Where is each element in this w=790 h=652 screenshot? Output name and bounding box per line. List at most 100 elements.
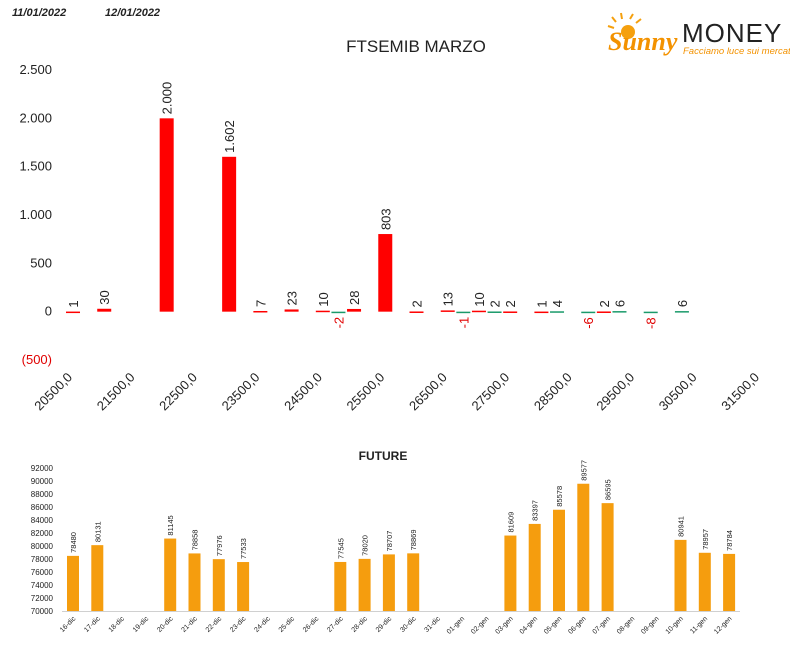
data-label: 78957	[701, 529, 710, 550]
data-label: 83397	[531, 500, 540, 521]
x-tick-label: 27500,0	[468, 370, 512, 414]
bar	[382, 554, 395, 611]
data-label: 13	[441, 292, 456, 306]
bar	[577, 483, 590, 611]
data-label: 1	[66, 300, 81, 307]
data-label: 85578	[555, 486, 564, 507]
data-label: 6	[612, 300, 627, 307]
x-tick-label: 08-gen	[616, 615, 636, 635]
y-tick-label: 90000	[31, 477, 54, 486]
bar	[503, 311, 518, 313]
y-tick-label: 1.000	[19, 207, 52, 222]
x-tick-label: 23500,0	[219, 370, 263, 414]
bar	[358, 558, 371, 611]
bar	[222, 156, 237, 312]
x-tick-label: 29-dic	[375, 615, 394, 634]
x-tick-label: 12-gen	[713, 615, 733, 635]
y-tick-label: 2.000	[19, 110, 52, 125]
data-label: 10	[316, 292, 331, 306]
bar	[723, 553, 736, 611]
x-tick-label: 23-dic	[229, 615, 248, 634]
bar	[97, 308, 112, 312]
data-label: 81609	[506, 512, 515, 533]
y-tick-label: 82000	[31, 529, 54, 538]
bar	[596, 311, 611, 313]
bar	[253, 310, 268, 313]
data-label: 77976	[215, 535, 224, 556]
data-label: 2.000	[160, 82, 175, 115]
chart-title: FTSEMIB MARZO	[346, 37, 486, 56]
bar	[409, 311, 424, 313]
logo-tagline: Facciamo luce sui mercati	[683, 46, 790, 57]
bar	[643, 311, 658, 314]
bar	[159, 118, 174, 312]
bar	[315, 310, 330, 313]
bar	[378, 234, 393, 312]
data-label: 78707	[385, 531, 394, 552]
bar	[67, 555, 79, 611]
y-tick-label: 0	[45, 304, 52, 319]
y-tick-label: 70000	[31, 607, 54, 616]
y-tick-label: 1.500	[19, 159, 52, 174]
x-tick-label: 01-gen	[446, 615, 466, 635]
bar	[334, 561, 347, 611]
y-tick-label: 92000	[31, 464, 54, 473]
data-label: 4	[550, 300, 565, 307]
data-label: 78784	[725, 530, 734, 551]
data-label: 77545	[336, 538, 345, 559]
logo: Sunny MONEY Facciamo luce sui mercati	[607, 12, 790, 57]
x-tick-label: 22-dic	[205, 615, 224, 634]
x-tick-label: 28-dic	[351, 615, 370, 634]
x-tick-label: 04-gen	[519, 615, 539, 635]
x-tick-label: 11-gen	[689, 615, 709, 635]
data-label: 2	[597, 300, 612, 307]
x-tick-label: 24500,0	[281, 370, 325, 414]
x-tick-label: 30500,0	[656, 370, 700, 414]
x-tick-label: 05-gen	[543, 615, 563, 635]
data-label: 1.602	[222, 120, 237, 153]
bar	[188, 553, 201, 611]
x-tick-label: 20500,0	[31, 370, 75, 414]
x-tick-label: 27-dic	[326, 615, 345, 634]
x-tick-label: 09-gen	[640, 615, 660, 635]
y-tick-label: 84000	[31, 516, 54, 525]
data-label: -8	[644, 317, 659, 329]
x-tick-label: 02-gen	[470, 615, 490, 635]
bar	[164, 538, 177, 611]
x-tick-label: 25500,0	[344, 370, 388, 414]
data-label: -2	[331, 317, 346, 329]
chart-title: FUTURE	[359, 449, 408, 463]
data-label: 78020	[361, 535, 370, 556]
bar	[674, 311, 689, 313]
x-tick-label: 21-dic	[180, 615, 199, 634]
data-label: 2	[410, 300, 425, 307]
data-label: -1	[456, 317, 471, 329]
x-tick-label: 10-gen	[665, 615, 685, 635]
bar	[528, 523, 541, 611]
bar	[487, 311, 502, 313]
series-name: 12/01/2022	[105, 7, 160, 19]
x-tick-label: 26-dic	[302, 615, 321, 634]
data-label: 89577	[579, 460, 588, 481]
data-label: 81145	[166, 515, 175, 535]
bar	[331, 311, 346, 314]
logo-sun	[607, 12, 642, 39]
data-label: 10	[472, 292, 487, 306]
bar	[237, 562, 250, 611]
x-tick-label: 25-dic	[278, 615, 297, 634]
y-tick-label: 86000	[31, 503, 54, 512]
data-label: 77533	[239, 538, 248, 559]
bar	[601, 503, 614, 611]
y-tick-label: 2.500	[19, 62, 52, 77]
logo-name: MONEY	[682, 18, 782, 48]
bar	[284, 309, 299, 312]
data-label: 7	[253, 300, 268, 307]
data-label: 80131	[93, 521, 102, 542]
bar	[471, 310, 486, 313]
bar	[66, 311, 80, 314]
x-tick-label: 29500,0	[593, 370, 637, 414]
data-label: 6	[675, 300, 690, 307]
x-tick-label: 28500,0	[531, 370, 575, 414]
y-tick-label: 72000	[31, 594, 54, 603]
y-tick-label: 74000	[31, 581, 54, 590]
